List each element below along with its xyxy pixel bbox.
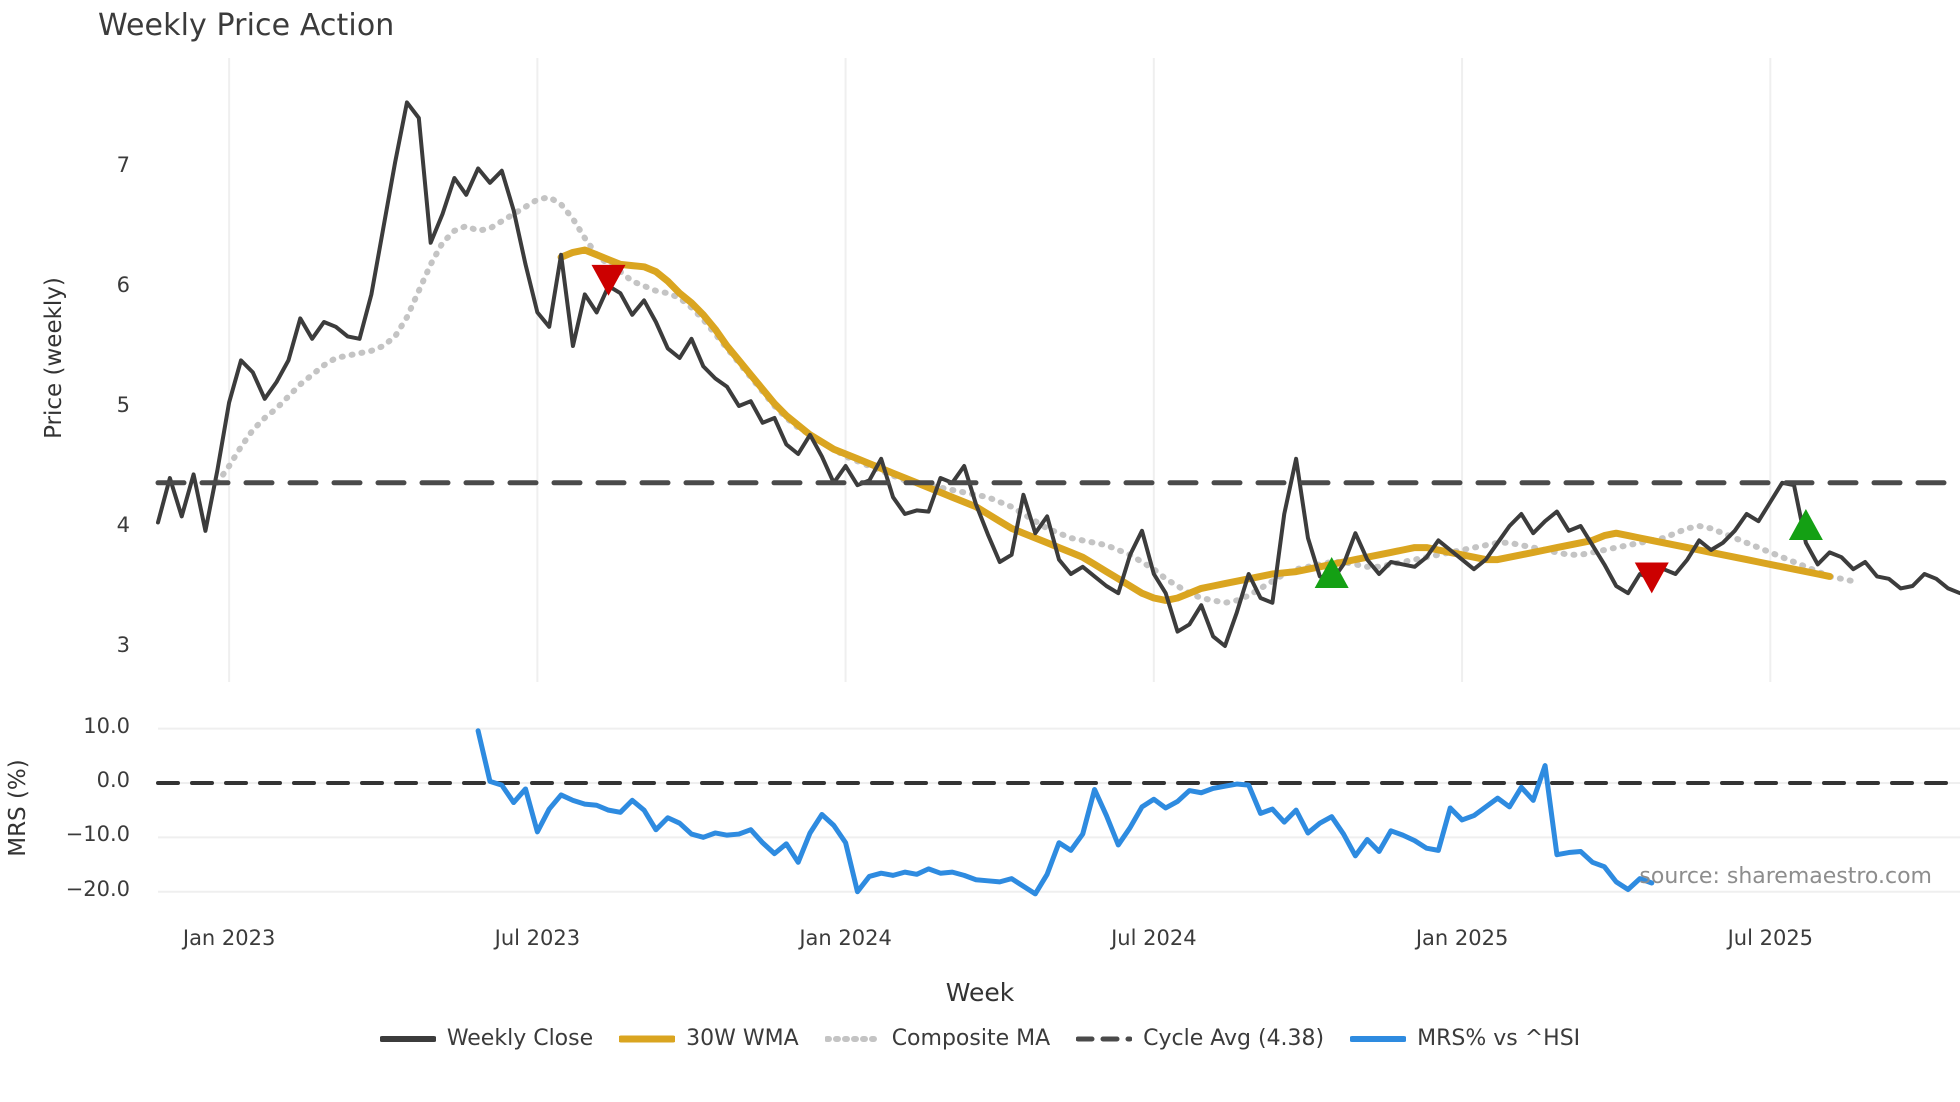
price-y-tick: 6 [116, 273, 130, 298]
price-y-tick: 4 [116, 513, 130, 538]
page-title: Weekly Price Action [98, 8, 395, 43]
x-axis-label: Week [945, 978, 1015, 1007]
legend-label: Cycle Avg (4.38) [1143, 1026, 1325, 1051]
x-tick: Jan 2023 [182, 926, 276, 950]
series-weekly-close [156, 100, 1960, 648]
legend-item[interactable]: Weekly Close [379, 1026, 594, 1051]
mrs-y-tick: −20.0 [65, 876, 130, 901]
mrs-y-tick: −10.0 [65, 822, 130, 847]
legend-swatch-solid-blue [1350, 1035, 1407, 1042]
x-tick: Jul 2023 [494, 926, 581, 950]
legend-label: MRS% vs ^HSI [1417, 1026, 1581, 1051]
price-y-tick: 7 [116, 153, 130, 178]
buy-signal-marker [1788, 509, 1823, 540]
sell-signal-marker [591, 264, 626, 296]
legend-item[interactable]: Composite MA [824, 1026, 1051, 1051]
legend-label: Weekly Close [446, 1026, 594, 1051]
legend-label: Composite MA [891, 1026, 1051, 1051]
legend-swatch-solid-dark [379, 1035, 436, 1042]
legend-item[interactable]: 30W WMA [619, 1026, 799, 1051]
legend-swatch-dotted-gray [824, 1035, 881, 1042]
buy-signal-marker [1314, 557, 1349, 588]
legend-item[interactable]: MRS% vs ^HSI [1350, 1026, 1580, 1051]
legend-swatch-dashed-dark [1076, 1036, 1133, 1041]
mrs-y-tick: 10.0 [83, 713, 130, 738]
chart-legend: Weekly Close 30W WMA Composite MA Cycle Avg… [0, 1026, 1960, 1051]
price-y-tick: 3 [116, 633, 130, 658]
x-tick: Jan 2024 [799, 926, 892, 950]
mrs-y-tick: 0.0 [96, 767, 130, 792]
series-composite-ma [214, 194, 1857, 606]
legend-swatch-solid-gold [619, 1035, 676, 1042]
series-mrs-percent [475, 728, 1655, 897]
sell-signal-marker [1634, 562, 1669, 594]
price-y-tick: 5 [116, 393, 130, 418]
x-tick: Jul 2024 [1111, 926, 1197, 950]
x-tick: Jul 2025 [1727, 926, 1814, 950]
source-watermark: source: sharemaestro.com [1639, 864, 1932, 889]
series-30w-wma [557, 246, 1834, 604]
x-tick: Jan 2025 [1415, 926, 1509, 950]
legend-item[interactable]: Cycle Avg (4.38) [1076, 1026, 1324, 1051]
legend-label: 30W WMA [686, 1026, 799, 1051]
